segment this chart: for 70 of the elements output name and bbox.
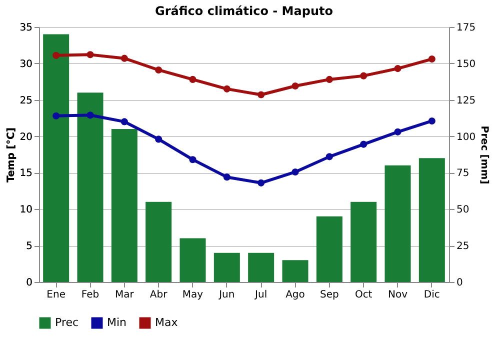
- point: [189, 156, 196, 164]
- point: [86, 112, 94, 119]
- bar: [180, 238, 206, 282]
- point: [223, 174, 230, 181]
- y2-tick-label: 75: [456, 168, 470, 180]
- point: [360, 72, 368, 80]
- x-tick-label: Nov: [388, 290, 408, 300]
- point: [428, 56, 436, 63]
- bar: [350, 202, 377, 282]
- x-tick-label: Feb: [81, 290, 100, 300]
- x-tick-label: Sep: [320, 290, 339, 300]
- point: [428, 117, 436, 125]
- y2-tick-label: 175: [456, 22, 476, 34]
- y-tick-label: 0: [26, 278, 32, 288]
- y2-axis-title: Prec [mm]: [478, 126, 490, 184]
- point: [52, 52, 60, 59]
- y-tick-label: 10: [20, 204, 32, 216]
- bar: [384, 165, 411, 282]
- x-tick-label: May: [182, 290, 204, 300]
- point: [52, 112, 60, 120]
- point: [120, 54, 128, 62]
- bar: [214, 252, 240, 282]
- point: [189, 76, 196, 83]
- bar: [77, 92, 104, 282]
- point: [258, 179, 265, 186]
- x-tick-label: Dic: [424, 290, 440, 300]
- y2-tick-label: 0: [456, 278, 463, 288]
- point: [258, 91, 265, 98]
- point: [326, 153, 333, 160]
- legend-label: Min: [107, 316, 127, 329]
- bar: [111, 129, 138, 282]
- bar: [146, 202, 172, 282]
- y2-tick-label: 150: [456, 58, 476, 70]
- y2-tick-label: 125: [456, 95, 476, 106]
- bar: [248, 252, 274, 282]
- bar: [43, 34, 70, 282]
- point: [326, 76, 333, 83]
- x-tick-label: Ene: [46, 290, 66, 300]
- point: [223, 85, 230, 92]
- y-tick-label: 25: [20, 95, 32, 106]
- point: [155, 136, 162, 143]
- y-tick-label: 35: [20, 22, 32, 34]
- y-tick-label: 30: [20, 58, 32, 70]
- y-tick-label: 20: [20, 132, 32, 143]
- y2-tick-label: 25: [456, 241, 470, 252]
- bar: [316, 216, 342, 282]
- point: [155, 66, 162, 74]
- x-tick-label: Jun: [218, 290, 235, 300]
- point: [86, 51, 94, 58]
- point: [292, 168, 299, 176]
- point: [394, 65, 402, 72]
- point: [394, 128, 402, 136]
- y-tick-label: 15: [20, 168, 32, 180]
- chart-title: Gráfico climático - Maputo: [155, 4, 333, 18]
- legend-label: Max: [155, 316, 178, 329]
- x-tick-label: Oct: [354, 290, 372, 300]
- point: [292, 82, 299, 90]
- y-axis-title: Temp [°C]: [6, 128, 17, 182]
- x-tick-label: Ago: [286, 290, 305, 300]
- bar: [282, 260, 308, 282]
- y-tick-label: 5: [26, 241, 32, 252]
- y2-tick-label: 50: [456, 204, 470, 216]
- point: [360, 140, 368, 148]
- x-tick-label: Abr: [150, 290, 168, 300]
- x-tick-label: Jul: [254, 290, 268, 300]
- legend-label: Prec: [55, 316, 79, 329]
- x-tick-label: Mar: [114, 290, 135, 300]
- bar: [418, 158, 445, 282]
- point: [120, 118, 128, 126]
- y2-tick-label: 100: [456, 132, 476, 143]
